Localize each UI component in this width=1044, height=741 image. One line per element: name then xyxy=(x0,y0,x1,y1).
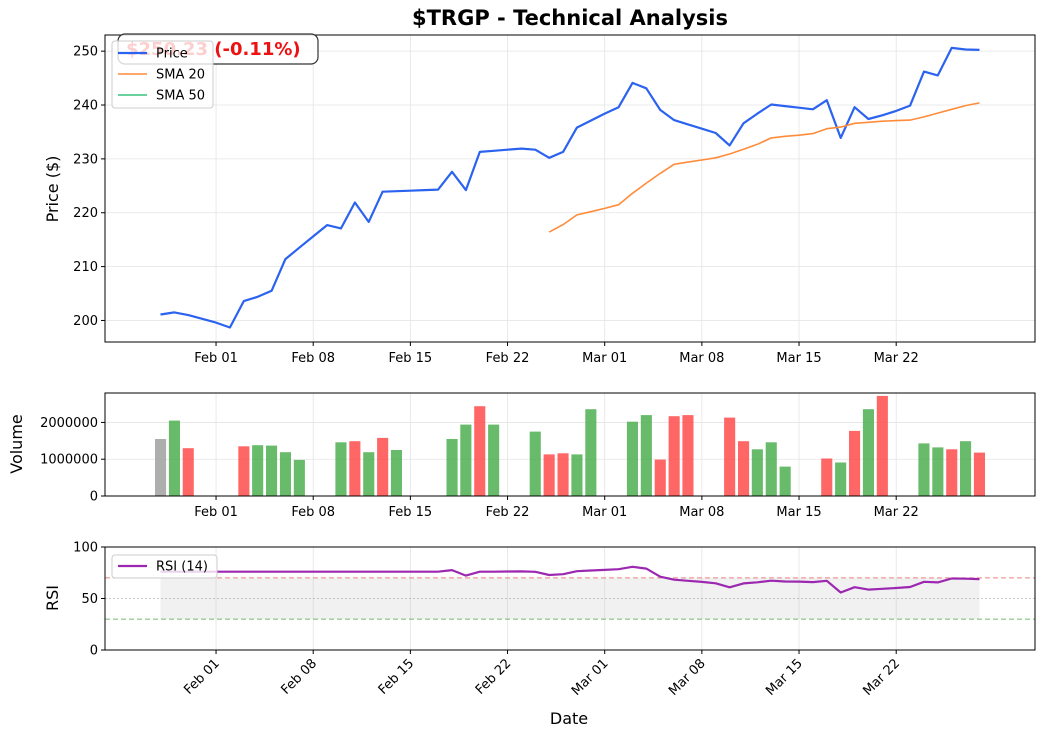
price-x-ticks: Feb 01 Feb 08 Feb 15 Feb 22 Mar 01 Mar 08 Mar … xyxy=(194,342,919,366)
price-y-ticks: 200 210 220 230 240 250 xyxy=(73,45,105,329)
x-tick-label: Feb 15 xyxy=(389,505,433,520)
volume-bar xyxy=(849,430,861,496)
volume-bar xyxy=(474,406,486,496)
y-tick-label: 1000000 xyxy=(40,453,98,468)
x-tick-label: Mar 15 xyxy=(776,505,821,520)
price-y-axis-label: Price ($) xyxy=(43,156,62,223)
volume-bar xyxy=(946,449,958,496)
volume-bar xyxy=(918,443,930,496)
volume-bar xyxy=(377,437,389,496)
legend-label: Price xyxy=(156,47,188,62)
series-line-price xyxy=(160,46,980,329)
volume-bar xyxy=(738,441,750,496)
x-tick-label: Feb 22 xyxy=(486,351,530,366)
x-tick-label: Feb 15 xyxy=(389,351,433,366)
x-tick-label: Mar 01 xyxy=(582,351,627,366)
price-axes-frame xyxy=(104,34,1036,343)
x-tick-label: Mar 22 xyxy=(874,351,919,366)
rsi-y-ticks: 0 50 100 xyxy=(73,541,105,659)
volume-bar xyxy=(640,415,652,496)
series-line-rsi xyxy=(160,565,980,594)
volume-bar xyxy=(363,452,375,496)
volume-axes-frame xyxy=(104,392,1036,497)
volume-bar xyxy=(626,421,638,496)
volume-panel: 0 1000000 2000000 Feb 01 Feb 08 Feb 15 Feb 22… xyxy=(7,392,1036,520)
volume-bars-layer xyxy=(155,395,985,496)
volume-bar xyxy=(724,417,736,496)
volume-bar xyxy=(168,420,180,496)
volume-bar xyxy=(238,446,250,496)
x-axis-label: Date xyxy=(550,709,588,728)
x-tick-label: Mar 22 xyxy=(874,505,919,520)
y-tick-label: 230 xyxy=(73,152,98,167)
volume-x-ticks: Feb 01 Feb 08 Feb 15 Feb 22 Mar 01 Mar 08 Mar … xyxy=(194,496,919,520)
volume-bar xyxy=(960,441,972,496)
volume-bar xyxy=(155,439,167,496)
y-tick-label: 100 xyxy=(73,541,98,556)
y-tick-label: 240 xyxy=(73,99,98,114)
price-series-layer xyxy=(160,46,980,329)
volume-bar xyxy=(182,448,194,496)
volume-bar xyxy=(862,409,874,496)
y-tick-label: 50 xyxy=(81,592,98,607)
y-tick-label: 250 xyxy=(73,45,98,60)
x-tick-label: Mar 08 xyxy=(679,505,724,520)
volume-bar xyxy=(460,424,472,496)
volume-bar xyxy=(279,452,291,496)
volume-bar xyxy=(973,452,985,496)
legend-label: RSI (14) xyxy=(156,560,208,575)
volume-bar xyxy=(779,466,791,496)
volume-bar xyxy=(751,449,763,496)
price-legend: Price SMA 20 SMA 50 xyxy=(111,40,214,109)
legend-label: SMA 50 xyxy=(156,89,205,104)
x-tick-label: Mar 01 xyxy=(582,505,627,520)
volume-bar xyxy=(668,416,680,496)
y-tick-label: 0 xyxy=(90,644,98,659)
volume-bar xyxy=(349,441,361,496)
y-tick-label: 210 xyxy=(73,260,98,275)
volume-bar xyxy=(446,439,458,496)
volume-y-axis-label: Volume xyxy=(7,414,26,474)
volume-y-ticks: 0 1000000 2000000 xyxy=(40,416,105,505)
x-tick-label: Feb 01 xyxy=(194,505,238,520)
volume-bar xyxy=(835,462,847,496)
volume-bar xyxy=(876,395,888,496)
x-tick-label: Feb 08 xyxy=(291,505,335,520)
volume-bar xyxy=(390,450,402,496)
y-tick-label: 2000000 xyxy=(40,416,98,431)
volume-bar xyxy=(266,445,278,496)
rsi-legend: RSI (14) xyxy=(111,554,218,579)
x-tick-label: Feb 01 xyxy=(194,351,238,366)
volume-bar xyxy=(488,424,500,496)
volume-bar xyxy=(293,459,305,496)
volume-bar xyxy=(543,454,555,496)
rsi-y-axis-label: RSI xyxy=(43,585,62,611)
volume-bar xyxy=(932,447,944,496)
y-tick-label: 220 xyxy=(73,206,98,221)
volume-bar xyxy=(765,442,777,496)
volume-bar xyxy=(529,431,541,496)
volume-bar xyxy=(654,459,666,496)
rsi-series-layer xyxy=(105,565,1035,620)
volume-bar xyxy=(571,454,583,496)
legend-label: SMA 20 xyxy=(156,68,205,83)
y-tick-label: 0 xyxy=(90,490,98,505)
series-line-sma-20 xyxy=(548,102,980,233)
volume-bar xyxy=(335,442,347,496)
x-tick-label: Mar 15 xyxy=(776,351,821,366)
y-tick-label: 200 xyxy=(73,314,98,329)
volume-bar xyxy=(252,445,264,496)
x-tick-label: Feb 08 xyxy=(291,351,335,366)
x-tick-label: Feb 22 xyxy=(486,505,530,520)
x-tick-label: Mar 08 xyxy=(679,351,724,366)
volume-bar xyxy=(682,415,694,496)
volume-bar xyxy=(585,409,597,496)
volume-bar xyxy=(557,453,569,496)
chart-title: $TRGP - Technical Analysis xyxy=(412,6,728,30)
volume-bar xyxy=(821,458,833,496)
